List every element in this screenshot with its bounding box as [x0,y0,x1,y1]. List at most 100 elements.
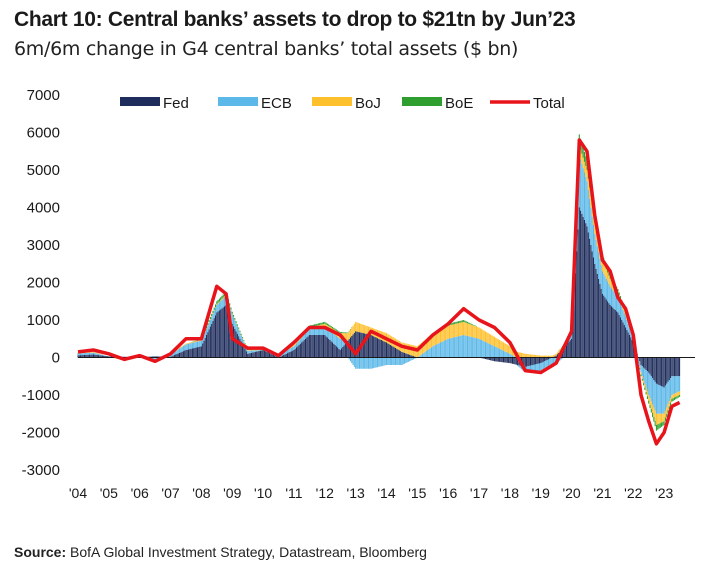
bar-BoJ [499,340,501,349]
bar-BoJ [244,343,246,345]
bar-BoE [662,421,664,426]
bar-ECB [630,331,632,338]
bar-BoJ [90,352,92,353]
bar-ECB [301,337,303,343]
bar-ECB [493,346,496,358]
bar-ECB [581,163,583,214]
y-axis: 7000 6000 5000 4000 3000 2000 1000 0 -1000 -2000 -… [22,87,60,479]
bar-BoE [460,320,462,323]
bar-ECB [153,357,155,360]
bar-BoE [663,421,665,425]
bar-BoJ [488,333,490,344]
bar-ECB [173,351,175,356]
bar-ECB [598,252,600,279]
bar-Fed [389,344,391,358]
bar-Fed [662,357,664,387]
bar-BoE [317,323,319,326]
x-tick-label: '06 [131,485,149,501]
source-text: BofA Global Investment Strategy, Datastr… [70,544,427,560]
bar-ECB [677,376,679,392]
bar-ECB [623,313,625,325]
bar-ECB [547,359,550,366]
bar-ECB [483,341,485,358]
bar-ECB [322,327,325,335]
bar-ECB [600,265,602,289]
bar-Fed [241,343,244,358]
bar-BoE [319,323,321,325]
bar-BoJ [348,331,350,340]
bar-Fed [218,310,220,358]
bar-BoJ [524,353,526,358]
bar-BoJ [483,330,485,342]
bar-BoJ [477,327,479,339]
bar-ECB [375,357,377,368]
bar-Fed [339,350,341,358]
bar-Fed [571,338,573,358]
bar-BoJ [554,354,556,357]
bar-ECB [292,347,294,351]
bar-ECB [609,286,611,305]
bar-ECB [479,339,481,358]
bar-ECB [342,339,344,347]
bar-BoJ [87,352,89,353]
bar-BoJ [546,355,548,358]
bar-Fed [369,334,371,358]
bar-BoE [461,320,463,323]
bar-BoE [653,416,655,422]
bar-Fed [373,336,375,358]
bar-ECB [603,273,605,296]
bar-BoJ [239,331,241,333]
bar-Fed [664,357,666,386]
bar-ECB [388,357,390,365]
legend-swatch-ECB [218,97,258,106]
bar-BoE [315,324,317,326]
bar-Fed [542,357,544,362]
bar-Fed [374,336,376,358]
bar-BoJ [664,410,666,418]
bar-ECB [544,361,546,369]
bar-ECB [464,335,466,358]
bar-BoE [230,307,232,310]
bar-ECB [661,386,663,414]
bar-ECB [551,357,553,364]
bar-ECB [374,357,376,368]
bar-BoJ [249,349,251,351]
bar-ECB [319,328,321,335]
bar-BoJ [252,349,254,351]
bar-BoJ [355,321,357,332]
bar-BoE [659,423,661,428]
x-tick-label: '17 [470,485,488,501]
bar-Fed [667,357,669,382]
bar-Fed [271,354,273,358]
bar-ECB [550,358,552,365]
bar-Fed [315,335,317,358]
bar-Fed [198,346,200,358]
bar-BoE [217,299,219,303]
bar-ECB [184,345,186,351]
bar-BoJ [349,329,352,338]
x-tick-label: '15 [408,485,426,501]
bar-Fed [658,357,660,385]
bar-ECB [481,340,483,358]
bar-Fed [303,340,305,358]
bar-ECB [181,346,183,352]
bar-ECB [549,358,551,366]
bar-ECB [473,337,475,358]
bar-ECB [407,357,409,362]
bar-BoJ [648,395,650,401]
bar-Fed [194,347,196,358]
bar-ECB [529,365,532,372]
bar-Fed [220,309,222,358]
bar-BoJ [587,178,589,190]
bar-Fed [632,342,634,358]
bar-BoJ [519,352,521,358]
bar-ECB [627,323,629,333]
bar-BoJ [495,337,497,347]
bar-ECB [306,332,308,338]
bar-Fed [205,335,208,358]
bar-Fed [180,352,182,358]
bar-ECB [234,320,236,329]
bar-ECB [537,363,539,371]
bar-BoJ [501,341,503,350]
bar-Fed [221,308,223,358]
